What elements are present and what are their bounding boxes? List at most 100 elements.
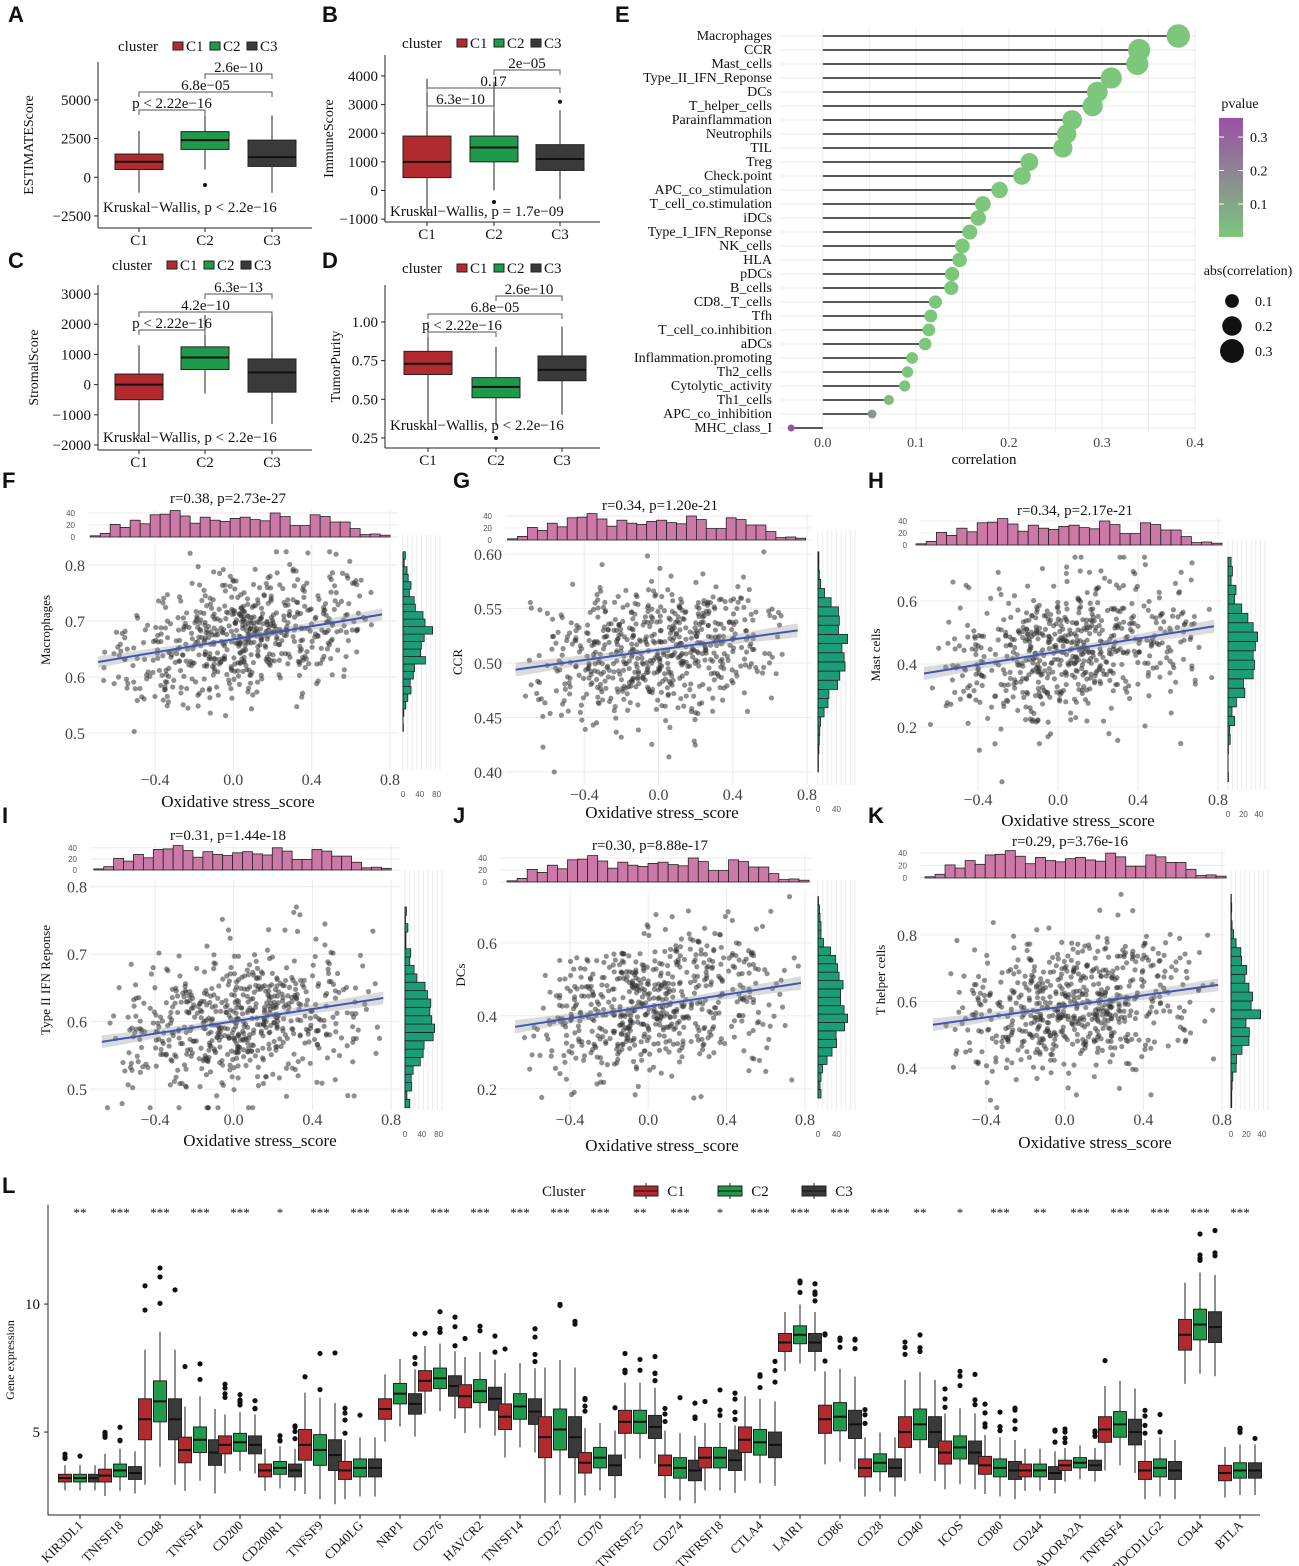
scatter-point [314, 1042, 320, 1048]
scatter-point [696, 663, 702, 669]
scatter-point [295, 1017, 301, 1023]
x-tick-label: 0.8 [381, 1112, 401, 1129]
scatter-point [950, 1064, 957, 1070]
scatter-point [1175, 1037, 1181, 1043]
scatter-point [760, 1021, 766, 1027]
scatter-point [240, 1037, 246, 1043]
scatter-point [227, 1062, 233, 1068]
scatter-point [1058, 657, 1064, 663]
y-tick-label: 0.4 [897, 657, 917, 674]
scatter-point [352, 985, 359, 991]
scatter-point [584, 956, 590, 963]
scatter-point [988, 595, 994, 601]
scatter-point [125, 1082, 131, 1088]
scatter-point [670, 1041, 677, 1047]
top-histogram-bar [936, 532, 948, 546]
scatter-point [1146, 693, 1152, 699]
scatter-point [284, 1035, 290, 1041]
scatter-point [210, 672, 216, 678]
scatter-point [223, 609, 230, 615]
scatter-point [122, 628, 128, 634]
scatter-point [373, 1050, 379, 1056]
right-histogram-bar [402, 686, 412, 695]
legend-size-title: abs(correlation) [1204, 264, 1293, 279]
scatter-point [283, 632, 289, 638]
scatter-point [165, 968, 171, 974]
scatter-point [711, 650, 717, 656]
scatter-point [184, 685, 190, 692]
scatter-point [687, 687, 693, 693]
scatter-point [658, 689, 665, 695]
scatter-point [1145, 673, 1151, 679]
scatter-point [1055, 609, 1062, 615]
y-tick-label: 0.7 [67, 947, 87, 964]
scatter-point [600, 1033, 606, 1040]
scatter-point [645, 1025, 652, 1031]
scatter-point [1010, 990, 1017, 996]
scatter-point [632, 1092, 638, 1098]
right-histogram-bar [817, 980, 844, 990]
significance-stars: *** [430, 1205, 450, 1220]
scatter-point [1081, 658, 1087, 664]
significance-stars: ** [74, 1205, 87, 1220]
scatter-point [1151, 639, 1157, 645]
scatter-point [264, 618, 270, 625]
scatter-point [323, 612, 329, 618]
top-histogram-bar [1055, 861, 1066, 879]
scatter-point [325, 640, 331, 646]
scatter-point [288, 1018, 294, 1024]
top-histogram-bar [738, 861, 750, 883]
scatter-point [248, 652, 254, 658]
scatter-point [183, 610, 190, 616]
scatter-point [291, 638, 298, 644]
x-tick-label: C1 [419, 453, 437, 469]
size-legend-label: 0.2 [1255, 320, 1273, 335]
scatter-point [1145, 1037, 1151, 1043]
scatter-point [670, 598, 676, 604]
scatter-point [131, 1003, 137, 1009]
scatter-point [683, 636, 689, 642]
scatter-point [557, 976, 563, 983]
scatter-point [626, 658, 632, 664]
lollipop-point [906, 352, 919, 364]
item-label: Mast_cells [711, 57, 772, 72]
scatter-point [1105, 1038, 1111, 1044]
scatter-point [1073, 714, 1079, 721]
scatter-point [182, 983, 188, 989]
scatter-point [635, 655, 641, 661]
scatter-point [127, 1064, 134, 1070]
top-histogram-bar [242, 851, 253, 871]
scatter-point [308, 1022, 314, 1028]
scatter-point [290, 977, 296, 983]
outlier-point [652, 1370, 658, 1377]
scatter-point [993, 1055, 999, 1061]
scatter-point [618, 644, 624, 651]
scatter-point [1076, 597, 1082, 603]
scatter-point [1021, 980, 1028, 987]
scatter-point [272, 993, 278, 999]
scatter-point [255, 1047, 261, 1054]
y-tick-label: 1000 [348, 155, 378, 171]
scatter-point [603, 685, 609, 691]
outlier-point [757, 1384, 763, 1391]
scatter-point [207, 601, 214, 607]
scatter-point [1156, 595, 1163, 601]
regression-line [514, 982, 802, 1028]
scatter-point [316, 596, 322, 603]
scatter-point [1051, 583, 1057, 589]
outlier-point [972, 1402, 978, 1408]
scatter-point [621, 696, 627, 702]
scatter-point [1117, 993, 1123, 999]
scatter-point [663, 996, 669, 1002]
scatter-point [283, 1065, 290, 1071]
scatter-point [158, 625, 164, 631]
legend-key-C1 [172, 41, 184, 51]
lollipop-point [1053, 138, 1073, 158]
scatter-point [588, 1050, 594, 1056]
scatter-point [235, 668, 241, 674]
scatter-point [183, 658, 189, 664]
scatter-point [289, 998, 295, 1005]
scatter-point [260, 1080, 266, 1087]
